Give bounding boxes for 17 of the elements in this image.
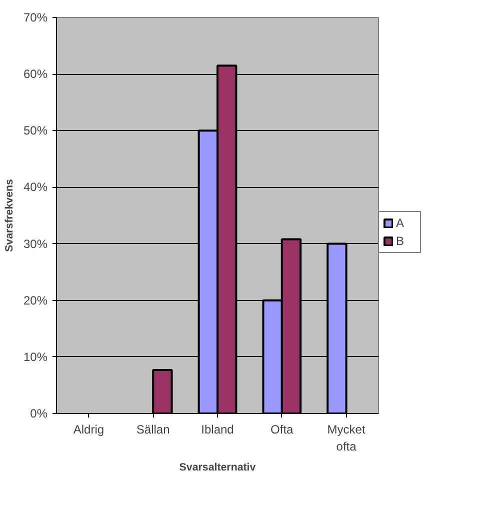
x-tick-label: Aldrig	[73, 422, 104, 436]
x-tick-label: Sällan	[136, 422, 170, 436]
y-tick-label: 0%	[30, 406, 48, 420]
y-axis-title: Svarsfrekvens	[3, 178, 16, 252]
y-tick-label: 50%	[23, 124, 48, 138]
y-tick-label: 10%	[23, 350, 48, 364]
legend-label: A	[396, 216, 406, 230]
y-tick-label: 40%	[23, 180, 48, 194]
y-tick-label: 60%	[23, 67, 48, 82]
legend-label: B	[396, 234, 406, 248]
x-tick-label: Mycket ofta	[327, 422, 366, 454]
y-tick-label: 30%	[23, 236, 48, 251]
x-axis-title: Svarsalternativ	[179, 461, 256, 474]
y-tick-label: 70%	[23, 10, 48, 24]
y-tick-label: 20%	[23, 293, 48, 308]
x-tick-label: Ibland	[201, 422, 234, 436]
x-tick-label: Ofta	[270, 422, 294, 436]
